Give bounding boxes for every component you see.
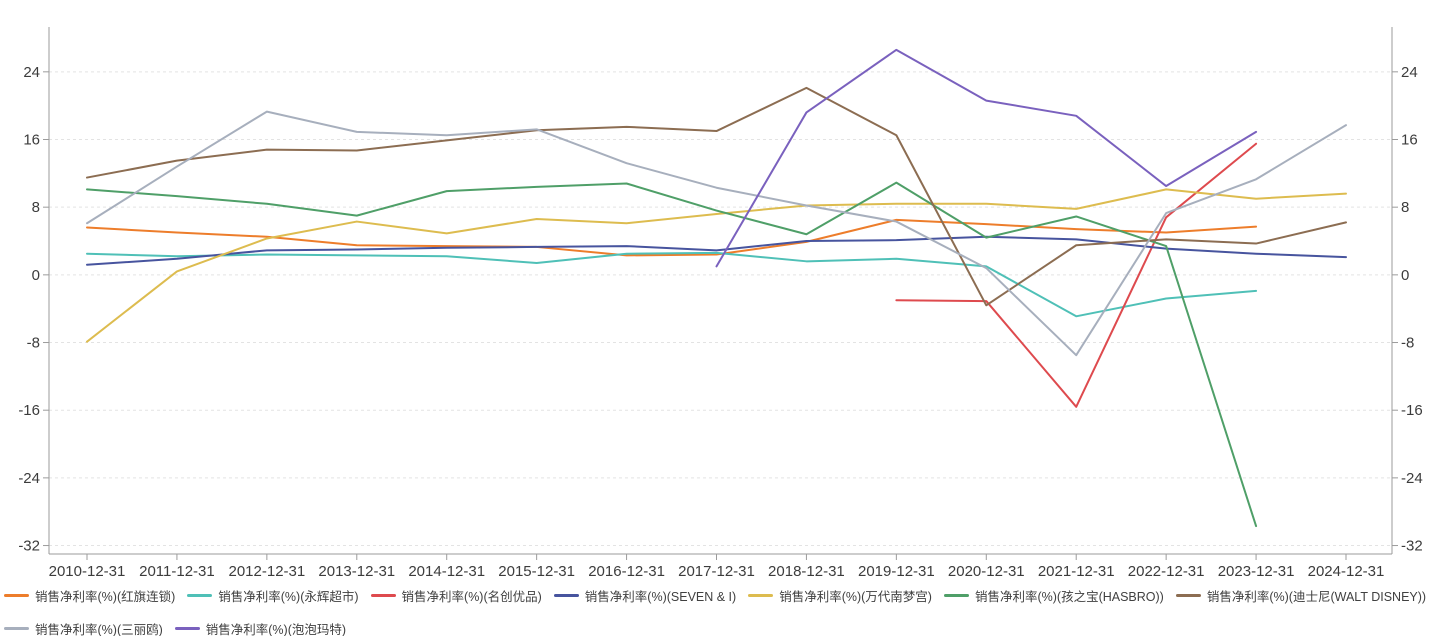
x-axis-label: 2014-12-31 [408,563,485,580]
y-axis-label-left: -8 [27,335,40,352]
legend-line-swatch [748,594,774,597]
y-axis-label-right: 24 [1401,64,1418,81]
legend-label: 销售净利率(%)(泡泡玛特) [205,623,347,636]
x-axis-label: 2012-12-31 [228,563,305,580]
legend-line-swatch [4,594,29,597]
series-line-0 [86,218,1258,257]
series-line-1 [86,251,1258,318]
legend-label: 销售净利率(%)(万代南梦宫) [779,590,932,604]
x-axis-label: 2010-12-31 [49,563,126,580]
legend-item-2[interactable]: 销售净利率(%)(名创优品) [370,586,542,605]
y-axis-label-left: 24 [23,64,40,81]
legend-label: 销售净利率(%)(红旗连锁) [35,590,176,604]
x-axis-label: 2021-12-31 [1038,563,1115,580]
y-axis-label-left: 16 [23,132,40,149]
legend-label: 销售净利率(%)(名创优品) [401,590,542,604]
x-axis-label: 2018-12-31 [768,563,845,580]
y-axis-label-right: -24 [1401,470,1423,487]
legend-item-3[interactable]: 销售净利率(%)(SEVEN & I) [553,586,737,605]
legend-item-0[interactable]: 销售净利率(%)(红旗连锁) [4,586,175,605]
y-axis-label-left: -32 [18,538,40,555]
legend-label: 销售净利率(%)(永辉超市) [218,590,359,604]
y-axis-label-right: 0 [1401,267,1409,284]
x-axis-label: 2017-12-31 [678,563,755,580]
x-axis-label: 2022-12-31 [1128,563,1205,580]
legend-item-4[interactable]: 销售净利率(%)(万代南梦宫) [748,586,932,605]
series-line-6 [86,86,1347,307]
legend-line-swatch [187,594,213,597]
y-axis-label-right: -32 [1401,538,1423,555]
x-axis-label: 2011-12-31 [139,563,215,580]
legend-item-7[interactable]: 销售净利率(%)(三丽鸥) [4,619,163,636]
series-line-8 [715,48,1258,268]
y-axis-label-right: -16 [1401,402,1423,419]
x-axis-label: 2019-12-31 [858,563,935,580]
legend-label: 销售净利率(%)(迪士尼(WALT DISNEY)) [1206,590,1427,604]
series-line-3 [86,235,1347,266]
legend: 销售净利率(%)(红旗连锁) 销售净利率(%)(永辉超市) 销售净利率(%)(名创优… [4,586,1436,636]
x-axis-label: 2024-12-31 [1308,563,1385,580]
x-axis-label: 2016-12-31 [588,563,665,580]
y-axis-label-right: 8 [1401,199,1409,216]
y-axis-label-left: -16 [18,402,40,419]
series-line-7 [86,110,1347,357]
y-axis-label-left: 8 [32,199,40,216]
x-axis-label: 2020-12-31 [948,563,1025,580]
y-axis-label-right: 16 [1401,132,1418,149]
legend-item-5[interactable]: 销售净利率(%)(孩之宝(HASBRO)) [943,586,1164,605]
legend-label: 销售净利率(%)(孩之宝(HASBRO)) [974,590,1164,604]
y-axis-label-right: -8 [1401,335,1414,352]
x-axis-label: 2023-12-31 [1218,563,1295,580]
legend-line-swatch [370,594,396,597]
legend-line-swatch [4,627,29,630]
y-axis-label-left: -24 [18,470,40,487]
series-line-5 [86,181,1258,528]
legend-item-1[interactable]: 销售净利率(%)(永辉超市) [187,586,359,605]
legend-line-swatch [943,594,969,597]
legend-label: 销售净利率(%)(三丽鸥) [35,623,163,636]
legend-label: 销售净利率(%)(SEVEN & I) [584,590,737,604]
plot-svg: 24 24 16 16 8 8 0 0 -8 -8 -16 -16 -24 -24 -32 -32 2010-1… [18,27,1423,580]
series-line-4 [86,188,1347,343]
x-axis-label: 2013-12-31 [318,563,395,580]
y-axis-label-left: 0 [32,267,40,284]
legend-line-swatch [553,594,579,597]
x-axis-label: 2015-12-31 [498,563,575,580]
legend-item-8[interactable]: 销售净利率(%)(泡泡玛特) [174,619,347,636]
legend-line-swatch [1175,594,1201,597]
legend-item-6[interactable]: 销售净利率(%)(迪士尼(WALT DISNEY)) [1175,586,1427,605]
legend-line-swatch [174,627,200,630]
